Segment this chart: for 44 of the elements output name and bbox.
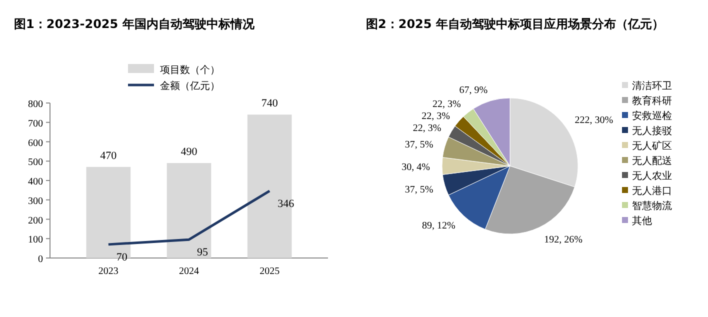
y-tick-label: 0: [38, 254, 43, 265]
legend-label: 教育科研: [632, 95, 672, 107]
y-tick-label: 100: [28, 234, 43, 246]
data-label: 67, 9%: [459, 85, 488, 96]
legend-label: 无人接驳: [632, 125, 672, 137]
data-label: 22, 3%: [412, 122, 442, 134]
legend-label: 项目数（个）: [160, 64, 220, 76]
data-label: 22, 3%: [422, 110, 450, 122]
x-tick-label: 2025: [260, 266, 280, 277]
legend-label: 智慧物流: [632, 200, 672, 212]
y-tick-label: 500: [28, 157, 43, 168]
legend-label: 其他: [632, 215, 652, 227]
y-tick-label: 200: [28, 215, 43, 226]
y-tick-label: 300: [28, 196, 43, 207]
chart-title: 图1：2023-2025 年国内自动驾驶中标情况: [14, 17, 256, 31]
data-label: 70: [116, 251, 128, 264]
data-label: 490: [180, 146, 198, 158]
legend-label: 无人配送: [632, 155, 672, 167]
data-label: 192, 26%: [544, 234, 583, 246]
data-label: 37, 5%: [404, 184, 434, 196]
data-label: 89, 12%: [422, 220, 456, 232]
y-tick-label: 400: [28, 176, 43, 188]
data-label: 95: [197, 246, 208, 259]
legend-label: 无人矿区: [632, 140, 672, 152]
x-tick-label: 2023: [98, 266, 118, 277]
data-label: 346: [278, 198, 295, 210]
chart-title: 图2：2025 年自动驾驶中标项目应用场景分布（亿元）: [366, 17, 664, 31]
legend-label: 清洁环卫: [632, 80, 672, 92]
data-label: 222, 30%: [574, 114, 614, 126]
data-label: 22, 3%: [432, 98, 461, 110]
bar: [166, 163, 212, 258]
data-label: 740: [261, 98, 278, 110]
legend-label: 无人农业: [632, 170, 672, 182]
legend-label: 安救巡检: [632, 110, 672, 122]
y-tick-label: 600: [28, 138, 43, 149]
x-tick-label: 2024: [179, 266, 199, 277]
data-label: 470: [100, 150, 118, 162]
legend-label: 无人港口: [632, 185, 672, 197]
data-label: 37, 5%: [404, 140, 434, 151]
y-tick-label: 800: [28, 99, 43, 110]
bar: [247, 114, 292, 258]
y-tick-label: 700: [28, 118, 43, 130]
data-label: 30, 4%: [402, 162, 430, 173]
legend-label: 金额（亿元）: [160, 80, 220, 92]
